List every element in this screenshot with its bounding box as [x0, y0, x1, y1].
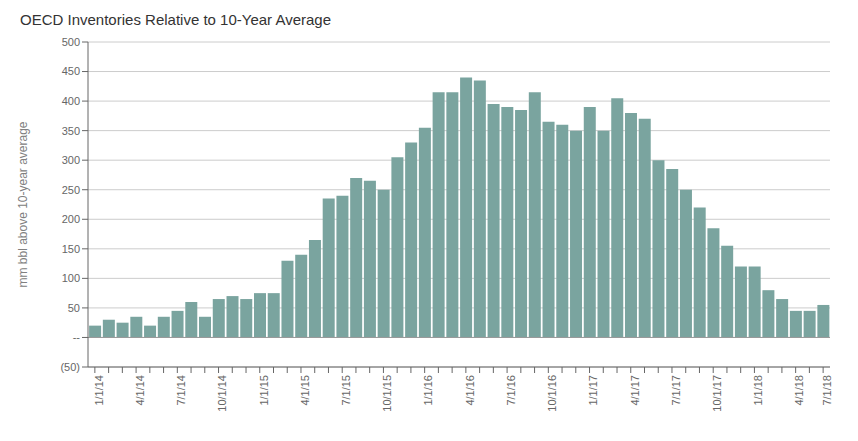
html-text:OECD Inventories Relative to 1: OECD Inventories Relative to 10-Year Ave… — [20, 11, 331, 28]
svg-text:150: 150 — [62, 243, 80, 255]
svg-text:1/1/17: 1/1/17 — [587, 375, 599, 406]
svg-text:10/1/16: 10/1/16 — [546, 375, 558, 412]
svg-text:350: 350 — [62, 125, 80, 137]
svg-text:--: -- — [73, 331, 81, 343]
svg-text:500: 500 — [62, 36, 80, 48]
svg-text:1/1/15: 1/1/15 — [258, 375, 270, 406]
svg-text:450: 450 — [62, 65, 80, 77]
svg-text:4/1/16: 4/1/16 — [464, 375, 476, 406]
svg-text:7/1/14: 7/1/14 — [175, 375, 187, 406]
svg-text:10/1/14: 10/1/14 — [216, 375, 228, 412]
svg-text:(50): (50) — [60, 361, 80, 373]
svg-text:4/1/18: 4/1/18 — [793, 375, 805, 406]
svg-text:4/1/17: 4/1/17 — [629, 375, 641, 406]
svg-text:7/1/15: 7/1/15 — [340, 375, 352, 406]
svg-text:300: 300 — [62, 154, 80, 166]
svg-text:7/1/16: 7/1/16 — [505, 375, 517, 406]
svg-text:1/1/14: 1/1/14 — [93, 375, 105, 406]
svg-text:400: 400 — [62, 95, 80, 107]
svg-text:1/1/16: 1/1/16 — [422, 375, 434, 406]
svg-text:50: 50 — [68, 302, 80, 314]
svg-text:4/1/14: 4/1/14 — [134, 375, 146, 406]
svg-text:200: 200 — [62, 213, 80, 225]
svg-text:7/1/18: 7/1/18 — [821, 375, 833, 406]
svg-text:100: 100 — [62, 272, 80, 284]
svg-text:250: 250 — [62, 184, 80, 196]
svg-text:mm bbl above 10-year average: mm bbl above 10-year average — [16, 121, 30, 287]
svg-text:7/1/17: 7/1/17 — [670, 375, 682, 406]
svg-text:4/1/15: 4/1/15 — [299, 375, 311, 406]
svg-text:10/1/15: 10/1/15 — [381, 375, 393, 412]
svg-text:1/1/18: 1/1/18 — [752, 375, 764, 406]
svg-text:10/1/17: 10/1/17 — [711, 375, 723, 412]
